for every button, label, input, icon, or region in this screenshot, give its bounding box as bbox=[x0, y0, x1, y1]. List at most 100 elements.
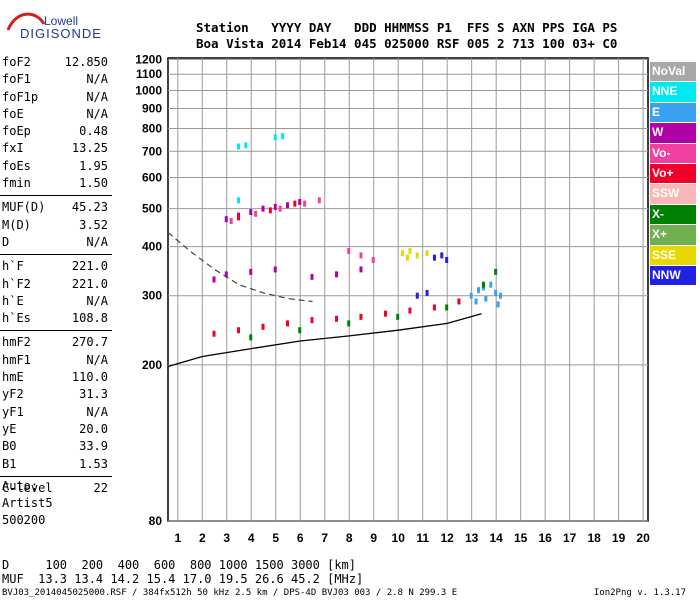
param-separator bbox=[0, 254, 112, 256]
logo-line1: Lowell bbox=[44, 14, 79, 28]
echo-point bbox=[310, 317, 314, 324]
param-row: foF1 N/A bbox=[0, 71, 112, 88]
legend-entry: E bbox=[650, 102, 696, 123]
param-key: h`E bbox=[2, 293, 24, 308]
param-row: fmin 1.50 bbox=[0, 175, 112, 192]
x-tick-label: 18 bbox=[587, 531, 601, 545]
x-tick-label: 9 bbox=[370, 531, 377, 545]
echo-point bbox=[273, 134, 277, 141]
echo-point bbox=[396, 313, 400, 320]
echo-point bbox=[261, 323, 265, 330]
x-tick-label: 6 bbox=[297, 531, 304, 545]
param-value: 0.48 bbox=[79, 124, 108, 139]
param-separator bbox=[0, 195, 112, 197]
param-row: foEs 1.95 bbox=[0, 158, 112, 175]
legend-entry: NoVal bbox=[650, 62, 696, 82]
echo-point bbox=[310, 273, 314, 280]
param-row: B0 33.9 bbox=[0, 438, 112, 455]
param-key: yF2 bbox=[2, 387, 24, 402]
profile-curve bbox=[167, 313, 482, 368]
param-row: foE N/A bbox=[0, 106, 112, 123]
echo-point bbox=[469, 292, 473, 299]
autoscaling-info: Auto: Artist5 500200 bbox=[2, 478, 53, 529]
x-tick-label: 2 bbox=[199, 531, 206, 545]
y-tick-label: 600 bbox=[142, 171, 162, 185]
echo-point bbox=[440, 252, 444, 259]
y-tick-label: 1000 bbox=[135, 83, 162, 97]
plot-frame bbox=[167, 57, 649, 522]
auto-program: Artist5 bbox=[2, 496, 53, 510]
echo-point bbox=[278, 205, 282, 212]
param-value: 1.50 bbox=[79, 176, 108, 191]
y-tick-label: 200 bbox=[142, 358, 162, 372]
y-tick-label: 400 bbox=[142, 240, 162, 254]
legend-entry: W bbox=[650, 123, 696, 143]
echo-point bbox=[481, 281, 485, 288]
echo-point bbox=[237, 214, 241, 221]
param-key: fxI bbox=[2, 141, 24, 156]
param-value: 20.0 bbox=[79, 421, 108, 436]
echo-point bbox=[249, 209, 253, 216]
param-row: hmF2 270.7 bbox=[0, 334, 112, 351]
param-value: 1.95 bbox=[79, 158, 108, 173]
param-value: 108.8 bbox=[71, 311, 108, 326]
echo-point bbox=[261, 205, 265, 212]
echo-point bbox=[298, 327, 302, 334]
x-tick-label: 16 bbox=[538, 531, 552, 545]
legend-entry: X- bbox=[650, 204, 696, 225]
version-label: Ion2Png v. 1.3.17 bbox=[593, 588, 686, 598]
header-line2: Boa Vista 2014 Feb14 045 025000 RSF 005 … bbox=[196, 36, 618, 51]
param-value: 221.0 bbox=[71, 276, 108, 291]
echo-point bbox=[408, 247, 412, 254]
param-row: D N/A bbox=[0, 234, 112, 251]
logo-swoosh-icon bbox=[6, 12, 46, 31]
echo-point bbox=[408, 307, 412, 314]
param-key: h`Es bbox=[2, 311, 31, 326]
param-row: MUF(D) 45.23 bbox=[0, 199, 112, 216]
echo-point bbox=[224, 216, 228, 223]
echo-point bbox=[484, 295, 488, 302]
echo-point bbox=[477, 287, 481, 294]
echo-point bbox=[425, 250, 429, 257]
param-value: N/A bbox=[86, 293, 108, 308]
param-row: hmF1 N/A bbox=[0, 352, 112, 369]
x-tick-label: 5 bbox=[272, 531, 279, 545]
param-value: 31.3 bbox=[79, 387, 108, 402]
param-key: B1 bbox=[2, 456, 17, 471]
x-tick-label: 1 bbox=[174, 531, 181, 545]
legend-entry: SSW bbox=[650, 184, 696, 204]
param-row: fxI 13.25 bbox=[0, 140, 112, 157]
echo-point bbox=[371, 256, 375, 263]
echo-point bbox=[229, 218, 233, 225]
echo-point bbox=[415, 252, 419, 259]
param-row: h`F 221.0 bbox=[0, 258, 112, 275]
echo-point bbox=[286, 320, 289, 327]
x-tick-label: 20 bbox=[636, 531, 650, 545]
param-value: 3.52 bbox=[79, 217, 108, 232]
legend-entry: NNE bbox=[650, 82, 696, 102]
auto-label: Auto: bbox=[2, 479, 39, 493]
echo-point bbox=[359, 266, 363, 273]
param-value: N/A bbox=[86, 352, 108, 367]
echo-point bbox=[494, 268, 498, 275]
param-row: B1 1.53 bbox=[0, 456, 112, 473]
param-key: MUF(D) bbox=[2, 200, 46, 215]
param-key: foF2 bbox=[2, 55, 31, 69]
x-tick-label: 19 bbox=[612, 531, 626, 545]
param-key: foF1 bbox=[2, 72, 31, 87]
echo-point bbox=[249, 268, 253, 275]
param-row: foF2 12.850 bbox=[0, 54, 112, 71]
echo-point bbox=[298, 198, 302, 205]
echo-point bbox=[415, 292, 419, 299]
param-row: yF1 N/A bbox=[0, 404, 112, 421]
param-row: foF1p N/A bbox=[0, 89, 112, 106]
echo-point bbox=[281, 133, 285, 140]
footer-distance-line: D 100 200 400 600 800 1000 1500 3000 [km… bbox=[2, 558, 357, 572]
echo-point bbox=[224, 271, 228, 278]
param-key: foEs bbox=[2, 158, 31, 173]
param-row: yE 20.0 bbox=[0, 421, 112, 438]
param-row: C-level 22 bbox=[0, 480, 112, 497]
echo-point bbox=[347, 320, 351, 327]
echo-point bbox=[212, 276, 216, 283]
echo-point bbox=[237, 197, 241, 204]
